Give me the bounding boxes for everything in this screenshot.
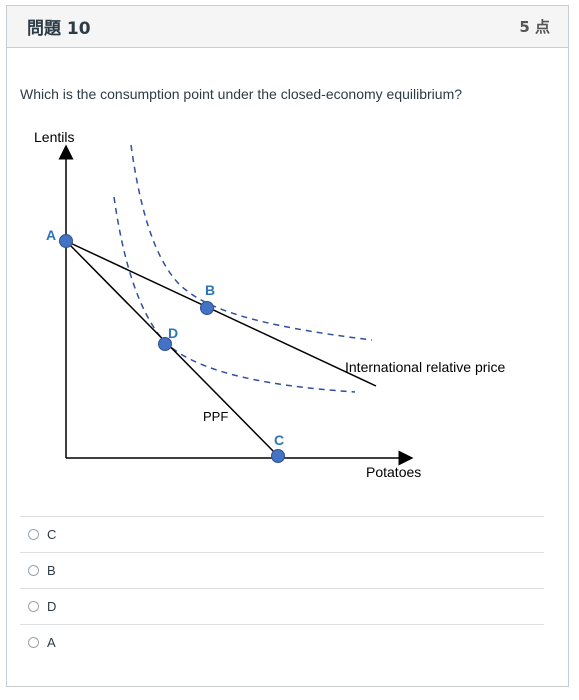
- answer-option-b[interactable]: B: [20, 552, 544, 588]
- question-header: 問題 10 5 点: [7, 6, 568, 48]
- point-b-label: B: [205, 282, 215, 298]
- point-a-label: A: [46, 227, 56, 243]
- indifference-curve-outer: [130, 144, 373, 341]
- radio-button[interactable]: [28, 601, 39, 612]
- answer-list: C B D A: [20, 516, 544, 660]
- ppf-line: [65, 240, 279, 457]
- y-axis-label: Lentils: [34, 129, 74, 145]
- question-card: 問題 10 5 点: [6, 5, 569, 687]
- answer-label: A: [47, 635, 56, 650]
- point-d-marker: [158, 337, 172, 351]
- answer-label: B: [47, 563, 56, 578]
- answer-label: C: [47, 527, 57, 542]
- question-title: 問題 10: [27, 19, 91, 39]
- point-b-marker: [200, 301, 214, 315]
- radio-button[interactable]: [28, 637, 39, 648]
- radio-button[interactable]: [28, 529, 39, 540]
- question-points: 5 点: [519, 18, 550, 36]
- indifference-curve-inner: [113, 196, 356, 393]
- point-d-label: D: [168, 325, 178, 341]
- question-text: Which is the consumption point under the…: [20, 86, 463, 102]
- point-c-label: C: [274, 432, 284, 448]
- point-a-marker: [59, 234, 73, 248]
- price-line-label: International relative price: [345, 359, 506, 375]
- radio-button[interactable]: [28, 565, 39, 576]
- answer-option-a[interactable]: A: [20, 624, 544, 660]
- answer-label: D: [47, 599, 57, 614]
- economics-figure: Lentils Potatoes International relative …: [34, 129, 506, 480]
- x-axis-label: Potatoes: [366, 464, 421, 480]
- answer-option-c[interactable]: C: [20, 516, 544, 552]
- international-price-line: [65, 240, 377, 387]
- point-c-marker: [271, 449, 285, 463]
- ppf-label: PPF: [203, 409, 228, 424]
- answer-option-d[interactable]: D: [20, 588, 544, 624]
